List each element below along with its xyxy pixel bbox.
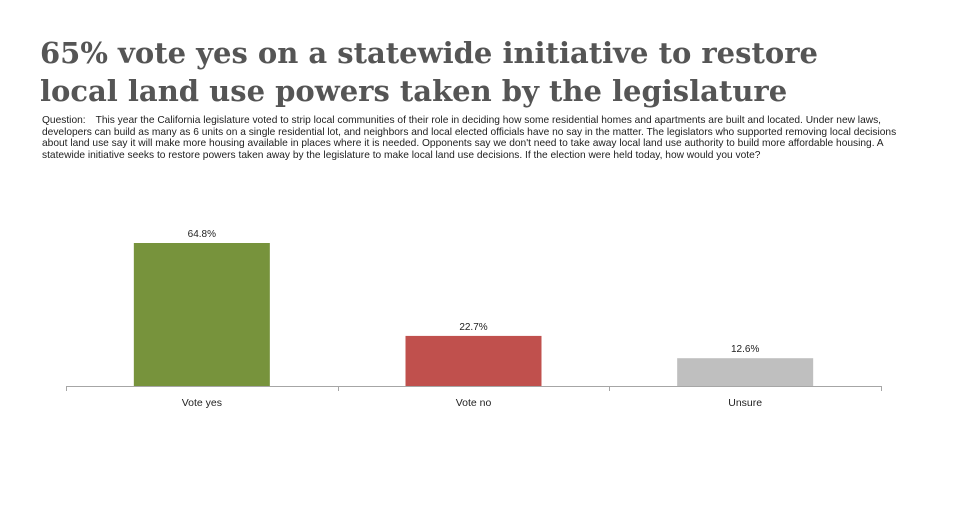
bar-vote-yes	[133, 243, 270, 386]
bars-layer: 64.8% 22.7% 12.6%	[133, 229, 814, 386]
chart-title-line-2: local land use powers taken by the legis…	[40, 74, 788, 108]
x-tick-label: Vote no	[456, 397, 492, 409]
chart-title-line-1: 65% vote yes on a statewide initiative t…	[40, 36, 818, 70]
chart-title: 65% vote yes on a statewide initiative t…	[40, 34, 940, 110]
x-axis: Vote yes Vote no Unsure	[66, 386, 882, 409]
bar-unsure	[677, 358, 814, 386]
data-label: 12.6%	[731, 344, 759, 355]
bar-vote-no	[405, 335, 542, 386]
question-text-block: Question: This year the California legisl…	[42, 115, 902, 161]
data-label: 64.8%	[188, 229, 216, 240]
data-label: 22.7%	[459, 322, 487, 333]
question-body: This year the California legislature vot…	[42, 115, 897, 161]
x-tick-label: Vote yes	[182, 397, 222, 409]
x-tick-label: Unsure	[728, 397, 762, 409]
question-label: Question:	[42, 115, 86, 126]
